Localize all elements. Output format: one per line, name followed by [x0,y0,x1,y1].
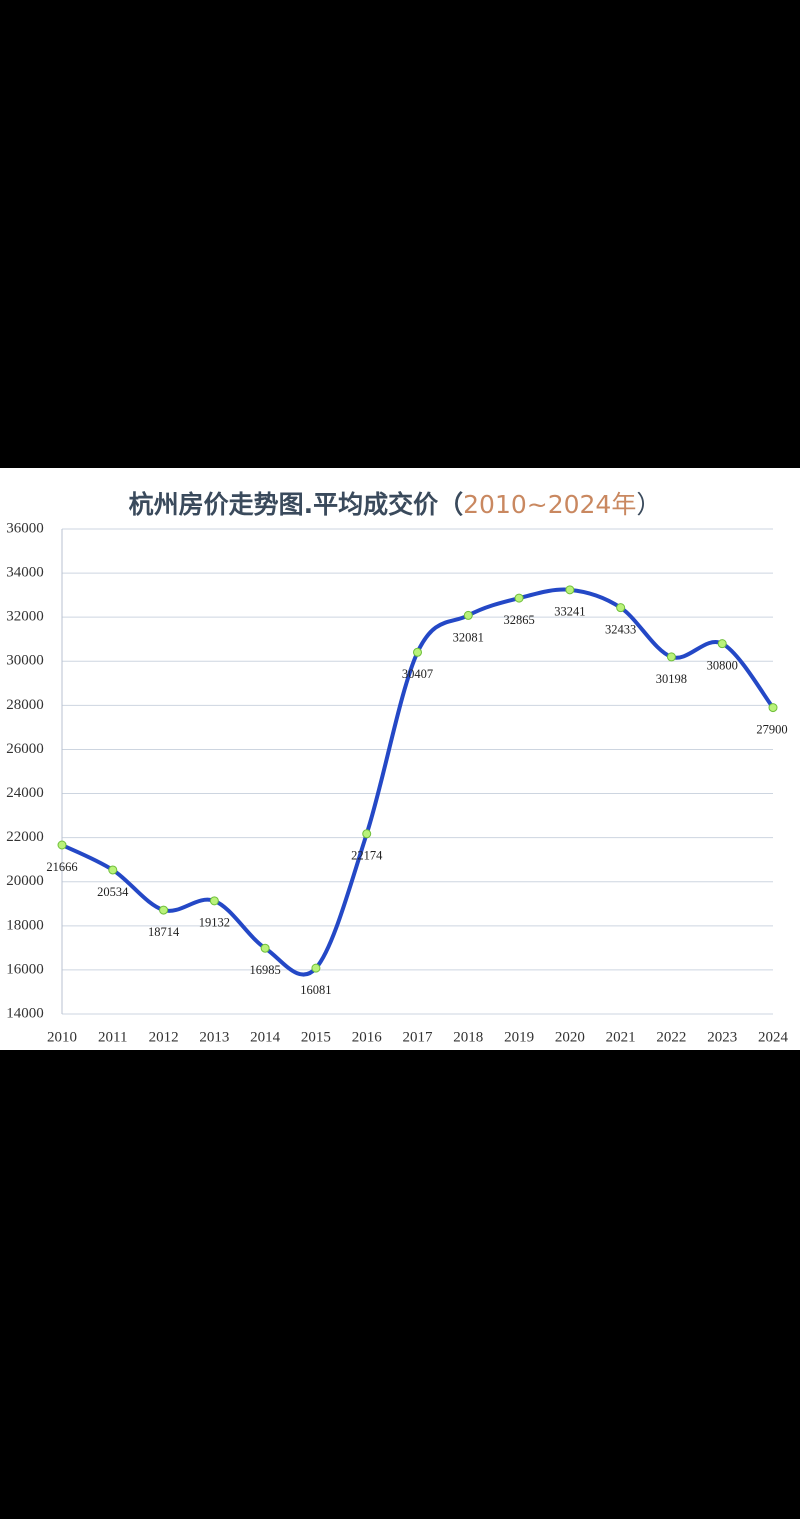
y-tick-label: 14000 [6,1005,44,1021]
y-tick-label: 24000 [6,785,44,801]
x-tick-label: 2024 [758,1029,789,1045]
data-point [108,865,118,875]
title-end: ） [636,490,661,519]
x-tick-label: 2010 [47,1029,77,1045]
data-label: 20534 [97,885,129,899]
x-tick-label: 2020 [555,1029,585,1045]
y-tick-label: 34000 [6,565,44,581]
data-label: 32433 [605,623,636,637]
data-point [717,639,727,649]
x-tick-label: 2015 [301,1029,331,1045]
data-point [666,652,676,662]
data-label: 32865 [503,613,534,627]
data-label: 18714 [148,925,180,939]
x-tick-label: 2014 [250,1029,281,1045]
data-label: 21666 [46,860,77,874]
x-tick-label: 2018 [453,1029,483,1045]
data-point [362,829,372,839]
data-label: 22174 [351,849,383,863]
x-tick-label: 2013 [199,1029,229,1045]
x-tick-label: 2016 [352,1029,383,1045]
chart-title: 杭州房价走势图.平均成交价（2010~2024年） [129,490,662,519]
title-range: 2010~2024年 [463,490,636,519]
data-point [57,840,67,850]
y-tick-label: 16000 [6,961,44,977]
x-tick-label: 2023 [707,1029,737,1045]
data-point [768,703,778,713]
chart-background [0,468,800,1050]
data-point [565,585,575,595]
y-tick-label: 36000 [6,520,44,536]
data-label: 16985 [250,963,281,977]
y-tick-label: 30000 [6,653,44,669]
data-point [616,603,626,613]
data-point [413,647,422,657]
data-label: 30198 [656,672,687,686]
x-tick-label: 2017 [403,1029,434,1045]
data-label: 27900 [756,722,787,736]
data-label: 19132 [199,916,230,930]
x-tick-label: 2021 [606,1029,636,1045]
y-tick-label: 20000 [6,873,44,889]
y-tick-label: 18000 [6,917,44,933]
y-tick-label: 22000 [6,829,44,845]
x-tick-label: 2022 [656,1029,686,1045]
title-main: 杭州房价走势图.平均成交价（ [129,490,464,519]
data-label: 32081 [453,630,484,644]
data-label: 30800 [707,659,738,673]
data-point [463,610,473,620]
data-label: 30407 [402,667,433,681]
data-point [311,963,321,973]
plot: 14000 16000 18000 20000 22000 24000 26000 28000… [6,520,788,1045]
x-tick-label: 2011 [98,1029,127,1045]
series-line [61,587,775,977]
data-label: 16081 [300,983,331,997]
y-tick-label: 32000 [6,609,44,625]
x-tick-label: 2012 [149,1029,179,1045]
data-point [514,593,524,603]
data-point [209,896,219,906]
y-tick-label: 26000 [6,741,44,757]
x-tick-label: 2019 [504,1029,534,1045]
data-point [260,943,270,953]
data-label: 33241 [554,605,585,619]
y-tick-label: 28000 [6,697,44,713]
data-point [159,905,169,915]
